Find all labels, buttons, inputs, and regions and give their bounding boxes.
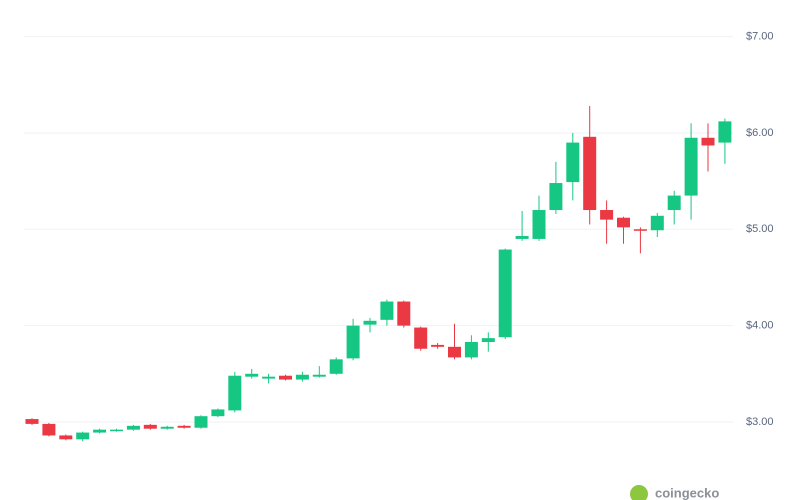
y-tick-label: $7.00 xyxy=(746,31,774,43)
candle-body xyxy=(312,374,326,377)
candle-body xyxy=(42,423,56,436)
candle-body xyxy=(701,137,715,146)
candle-body xyxy=(25,419,39,424)
candle-body xyxy=(228,375,242,411)
candle-body xyxy=(279,375,292,380)
candle-body xyxy=(431,344,445,347)
candle-body xyxy=(177,425,191,428)
candle-body xyxy=(448,346,461,358)
candle-body xyxy=(464,342,478,358)
candle-body xyxy=(110,429,123,432)
candle-body xyxy=(346,325,360,359)
candle-body xyxy=(583,136,597,211)
candle-body xyxy=(650,215,664,231)
candle-body xyxy=(718,121,732,143)
candle-body xyxy=(262,376,276,379)
candle-body xyxy=(59,435,73,440)
candle-body xyxy=(414,327,428,349)
candle-body xyxy=(600,210,614,220)
candle-body xyxy=(566,142,580,183)
candle-body xyxy=(211,409,225,417)
candle-body xyxy=(363,320,377,325)
candle-body xyxy=(194,416,208,428)
candle-body xyxy=(126,425,140,430)
candle-body xyxy=(515,236,529,239)
candle-body xyxy=(380,301,394,320)
candle-body xyxy=(93,429,107,433)
y-tick-label: $5.00 xyxy=(746,223,774,235)
candle-body xyxy=(76,432,90,440)
y-tick-label: $3.00 xyxy=(746,416,774,428)
candle-body xyxy=(498,249,512,338)
candle-body xyxy=(329,359,343,374)
candle-body xyxy=(245,373,259,377)
candle-body xyxy=(295,374,309,380)
candle-body xyxy=(549,183,563,211)
watermark: coingecko xyxy=(655,485,719,500)
watermark-logo xyxy=(630,485,648,500)
y-tick-label: $6.00 xyxy=(746,127,774,139)
candle-body xyxy=(532,210,546,239)
y-tick-label: $4.00 xyxy=(746,320,774,332)
candle-body xyxy=(481,338,495,343)
candle-body xyxy=(143,424,157,429)
candle-body xyxy=(397,301,411,326)
candle-body xyxy=(160,426,174,429)
candle-body xyxy=(667,195,681,211)
candle-body xyxy=(684,137,698,196)
candle-body xyxy=(617,217,630,228)
candle-body xyxy=(633,229,647,231)
